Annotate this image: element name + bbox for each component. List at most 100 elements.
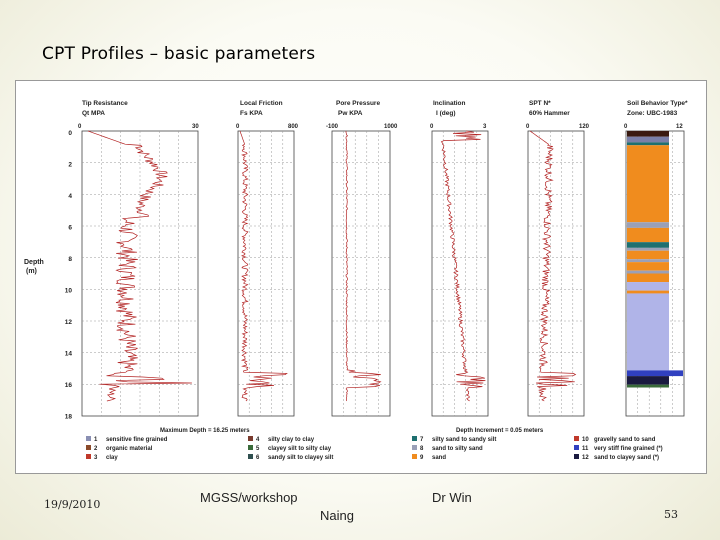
scale-sbt-min: 0 bbox=[624, 124, 628, 130]
legend-number: 5 bbox=[256, 446, 260, 452]
legend-label: organic material bbox=[106, 446, 153, 452]
panel-title-tip: Tip Resistance bbox=[82, 100, 128, 107]
soil-zone-block bbox=[627, 145, 669, 223]
legend-swatch bbox=[412, 454, 417, 459]
panel-sub-spt: 60% Hammer bbox=[529, 110, 570, 117]
depth-tick: 0 bbox=[68, 130, 72, 137]
footer-author-first: Dr Win bbox=[432, 490, 472, 505]
soil-zone-block bbox=[627, 293, 669, 371]
legend-swatch bbox=[248, 445, 253, 450]
legend-number: 11 bbox=[582, 446, 589, 452]
panel-title-incl: Inclination bbox=[433, 100, 466, 107]
slide-title: CPT Profiles – basic parameters bbox=[42, 44, 316, 64]
legend-swatch bbox=[574, 445, 579, 450]
legend-number: 3 bbox=[94, 455, 98, 461]
legend-label: silty sand to sandy silt bbox=[432, 437, 496, 443]
depth-ticks: 0 2 4 6 8 10 12 14 16 18 bbox=[65, 130, 73, 421]
legend-number: 12 bbox=[582, 455, 589, 461]
panel-title-sbt: Soil Behavior Type* bbox=[627, 100, 688, 107]
depth-tick: 16 bbox=[65, 382, 73, 389]
legend-label: clayey silt to silty clay bbox=[268, 446, 332, 452]
scale-incl-max: 3 bbox=[483, 124, 487, 130]
depth-tick: 6 bbox=[68, 225, 72, 232]
panel-frame bbox=[527, 130, 585, 417]
panel-frames bbox=[81, 130, 685, 417]
legend-number: 8 bbox=[420, 446, 424, 452]
cpt-profile-figure: Depth (m) Tip Resistance Qt MPA Local Fr… bbox=[15, 80, 707, 474]
soil-zone-block bbox=[627, 247, 669, 251]
legend-number: 1 bbox=[94, 437, 98, 443]
legend-number: 10 bbox=[582, 437, 589, 443]
legend-swatch bbox=[574, 436, 579, 441]
legend-swatch bbox=[412, 436, 417, 441]
panel-sub-friction: Fs KPA bbox=[240, 110, 263, 117]
depth-axis-label: Depth bbox=[24, 259, 44, 266]
footer-author-last: Naing bbox=[320, 508, 354, 523]
scale-tip-min: 0 bbox=[78, 124, 82, 130]
scale-spt-min: 0 bbox=[526, 124, 530, 130]
soil-zone-block bbox=[627, 131, 669, 137]
soil-zone-block bbox=[627, 282, 669, 291]
depth-axis-unit: (m) bbox=[26, 268, 37, 275]
soil-zone-block bbox=[627, 227, 669, 243]
depth-tick: 12 bbox=[65, 319, 73, 326]
soil-zone-block bbox=[627, 142, 669, 146]
scale-spt-max: 120 bbox=[579, 124, 590, 130]
panel-title-friction: Local Friction bbox=[240, 100, 283, 107]
legend-label: sand to silty sand bbox=[432, 446, 483, 452]
legend-swatch bbox=[248, 436, 253, 441]
panel-title-pore: Pore Pressure bbox=[336, 100, 380, 107]
depth-tick: 14 bbox=[65, 351, 73, 358]
profile-curves bbox=[87, 130, 577, 402]
depth-increment-note: Depth Increment = 0.05 meters bbox=[456, 428, 544, 434]
legend-label: sensitive fine grained bbox=[106, 437, 168, 443]
scale-sbt-max: 12 bbox=[676, 124, 683, 130]
legend-label: clay bbox=[106, 455, 118, 461]
page-number: 53 bbox=[664, 508, 678, 521]
legend-swatch bbox=[86, 454, 91, 459]
legend-number: 4 bbox=[256, 437, 260, 443]
legend-swatch bbox=[412, 445, 417, 450]
soil-zone-block bbox=[627, 273, 669, 283]
legend-number: 6 bbox=[256, 455, 260, 461]
panel-title-spt: SPT N* bbox=[529, 100, 551, 107]
scale-incl-min: 0 bbox=[430, 124, 434, 130]
scale-friction-min: 0 bbox=[236, 124, 240, 130]
legend-label: silty clay to clay bbox=[268, 437, 315, 443]
footer-date: 19/9/2010 bbox=[44, 498, 101, 511]
soil-zone-block bbox=[627, 259, 669, 263]
legend-swatch bbox=[86, 445, 91, 450]
soil-zone-block bbox=[627, 290, 669, 294]
legend-label: sand bbox=[432, 455, 446, 461]
panel-sub-pore: Pw KPA bbox=[338, 110, 363, 117]
panel-titles: Tip Resistance Qt MPA Local Friction Fs … bbox=[82, 100, 688, 117]
legend-number: 9 bbox=[420, 455, 424, 461]
depth-tick: 18 bbox=[65, 414, 73, 421]
cpt-profile-plot: Depth (m) Tip Resistance Qt MPA Local Fr… bbox=[24, 100, 688, 461]
soil-zone-block bbox=[627, 242, 669, 248]
soil-zone-block bbox=[627, 270, 669, 274]
soil-zone-block bbox=[627, 370, 683, 377]
panel-sub-incl: I (deg) bbox=[436, 110, 456, 117]
panel-sub-tip: Qt MPA bbox=[82, 110, 105, 117]
panel-scales: 0 30 0 800 -100 1000 0 3 0 120 0 12 bbox=[78, 124, 683, 130]
scale-friction-max: 800 bbox=[288, 124, 299, 130]
panel-sub-sbt: Zone: UBC-1983 bbox=[627, 110, 678, 117]
scale-pore-max: 1000 bbox=[384, 124, 398, 130]
scale-pore-min: -100 bbox=[326, 124, 339, 130]
local-friction-curve bbox=[239, 130, 288, 402]
soil-zone-block bbox=[627, 376, 669, 385]
depth-tick: 8 bbox=[68, 256, 72, 263]
soil-zone-block bbox=[627, 250, 669, 260]
legend-label: sand to clayey sand (*) bbox=[594, 455, 659, 461]
depth-tick: 2 bbox=[68, 162, 72, 169]
depth-tick: 4 bbox=[68, 193, 72, 200]
footer-workshop: MGSS/workshop bbox=[200, 490, 298, 505]
panel-frame bbox=[431, 130, 489, 417]
scale-tip-max: 30 bbox=[192, 124, 199, 130]
panel-frame bbox=[81, 130, 199, 417]
pore-pressure-curve bbox=[345, 131, 382, 402]
soil-zone-block bbox=[627, 222, 669, 228]
soil-zone-block bbox=[627, 384, 669, 388]
legend-number: 2 bbox=[94, 446, 98, 452]
